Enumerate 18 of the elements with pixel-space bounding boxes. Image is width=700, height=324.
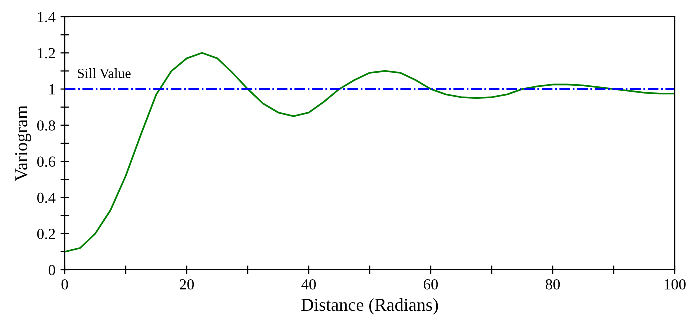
x-tick-label: 80 <box>546 279 560 290</box>
x-tick-label: 60 <box>424 279 438 290</box>
y-tick-label: 0.6 <box>37 156 56 168</box>
y-tick-label: 1.4 <box>38 12 56 23</box>
x-tick-label: 20 <box>180 279 194 290</box>
y-tick-label: 1.2 <box>38 48 56 59</box>
x-axis-title: Distance (Radians) <box>302 298 438 315</box>
y-tick-label: 0.8 <box>37 120 56 131</box>
x-tick-label: 100 <box>664 279 686 290</box>
ref-line-label: Sill Value <box>78 68 131 78</box>
y-tick-label: 0.4 <box>37 192 56 204</box>
y-tick-label: 1 <box>50 84 56 95</box>
y-tick-label: 0.2 <box>37 229 56 240</box>
y-tick-label: 0 <box>48 265 56 276</box>
line-series <box>65 52 675 253</box>
y-axis-title: Variogram <box>15 106 32 182</box>
x-tick-label: 40 <box>302 279 316 290</box>
x-tick-label: 0 <box>62 279 68 290</box>
